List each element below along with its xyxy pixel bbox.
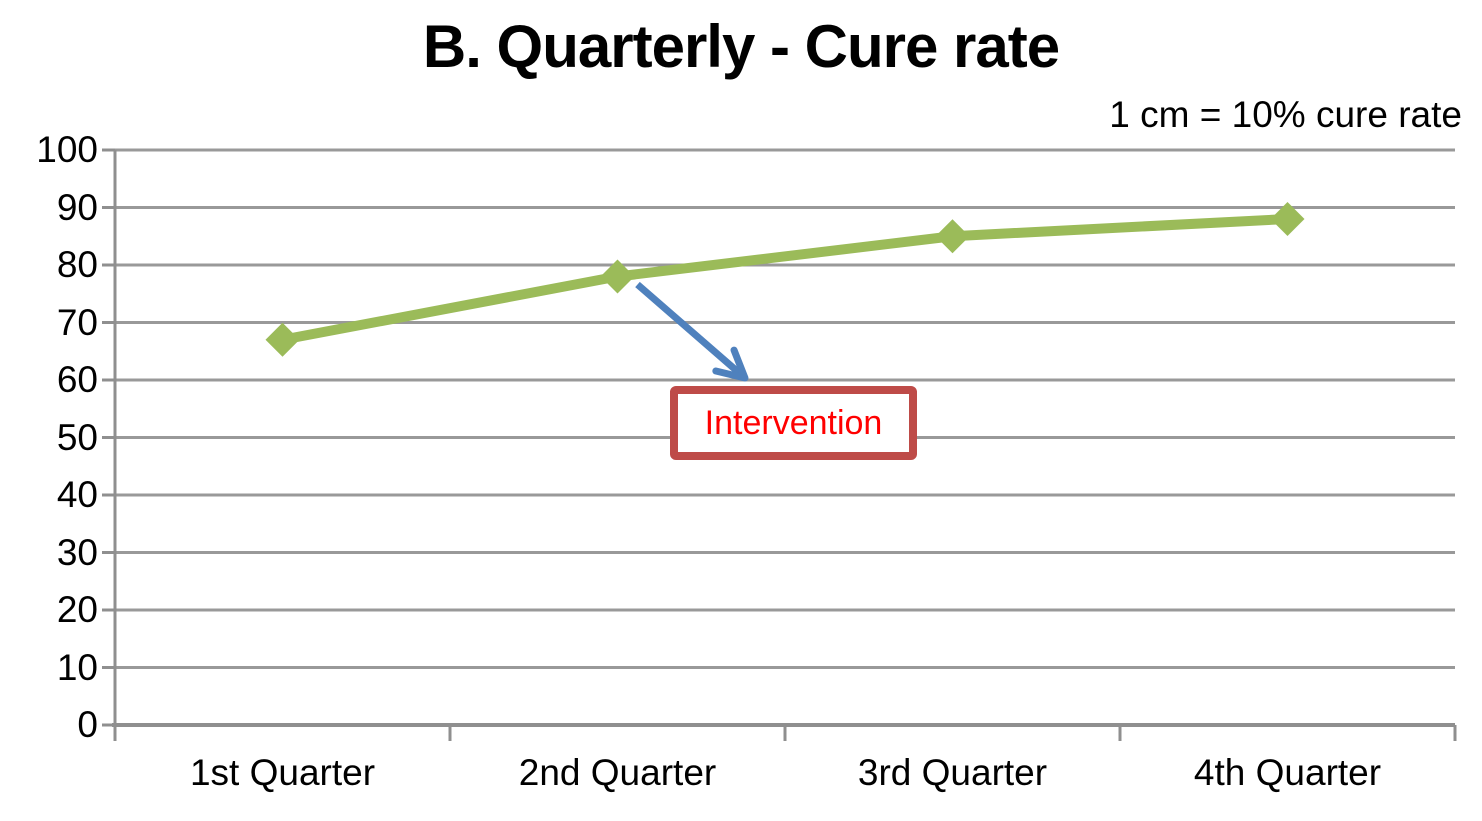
y-tick-label: 60 [56, 359, 98, 400]
y-tick-label: 70 [56, 301, 98, 343]
data-point-marker [1270, 202, 1305, 236]
data-point-marker [600, 259, 635, 294]
y-tick-label: 20 [56, 589, 98, 630]
intervention-arrowhead [712, 346, 749, 382]
y-tick-label: 30 [56, 531, 98, 573]
intervention-callout-box: Intervention [670, 386, 917, 460]
data-point-marker [265, 322, 300, 357]
y-tick-label: 80 [56, 244, 98, 285]
y-tick-label: 40 [56, 474, 98, 515]
intervention-arrow [635, 281, 748, 381]
y-tick-label: 0 [77, 704, 98, 745]
scale-annotation: 1 cm = 10% cure rate [1109, 94, 1462, 135]
chart-title: B. Quarterly - Cure rate [422, 13, 1060, 80]
x-category-label: 4th Quarter [1193, 752, 1382, 793]
y-tick-label: 50 [56, 416, 98, 458]
data-point-marker [935, 219, 970, 254]
x-category-label: 3rd Quarter [857, 752, 1048, 793]
intervention-label: Intervention [704, 403, 883, 442]
y-tick-label: 10 [56, 646, 98, 688]
cure-rate-line [277, 214, 1293, 345]
y-tick-label: 90 [56, 186, 98, 228]
x-category-label: 2nd Quarter [518, 752, 717, 793]
y-tick-label: 100 [36, 129, 98, 170]
x-category-label: 1st Quarter [189, 752, 376, 793]
